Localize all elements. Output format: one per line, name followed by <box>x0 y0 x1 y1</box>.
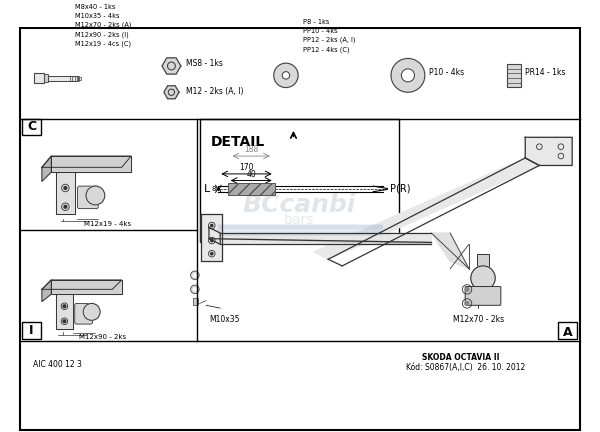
Text: 188: 188 <box>244 145 259 154</box>
Text: P(R): P(R) <box>390 184 410 194</box>
Polygon shape <box>56 294 73 329</box>
Circle shape <box>401 69 415 82</box>
Text: 40: 40 <box>247 170 256 178</box>
Circle shape <box>64 205 67 208</box>
Text: P8 - 1ks
PP10 - 4ks
PP12 - 2ks (A, I)
PP12 - 4ks (C): P8 - 1ks PP10 - 4ks PP12 - 2ks (A, I) PP… <box>303 19 355 53</box>
Circle shape <box>193 288 196 291</box>
Text: DETAIL: DETAIL <box>211 135 265 149</box>
Bar <box>218 225 383 236</box>
Circle shape <box>471 266 495 290</box>
Text: AIC 400 12 3: AIC 400 12 3 <box>32 360 82 369</box>
Text: I: I <box>29 324 34 337</box>
Bar <box>200 118 400 242</box>
Polygon shape <box>164 86 179 99</box>
Text: P10 - 4ks: P10 - 4ks <box>428 68 464 77</box>
Bar <box>22 118 41 135</box>
Circle shape <box>211 224 213 227</box>
Text: A: A <box>563 326 572 339</box>
Text: C: C <box>27 121 36 133</box>
Polygon shape <box>42 156 131 167</box>
Text: MS8 - 1ks: MS8 - 1ks <box>185 60 223 68</box>
Circle shape <box>191 285 199 294</box>
Circle shape <box>86 186 105 205</box>
FancyBboxPatch shape <box>193 298 198 305</box>
Polygon shape <box>42 280 122 289</box>
Circle shape <box>211 253 213 255</box>
FancyBboxPatch shape <box>465 286 501 305</box>
Text: M12x90 - 2ks: M12x90 - 2ks <box>79 334 127 340</box>
FancyBboxPatch shape <box>508 64 521 87</box>
Polygon shape <box>51 280 122 294</box>
Text: 8: 8 <box>211 186 215 192</box>
Circle shape <box>63 305 66 308</box>
Circle shape <box>391 58 425 92</box>
Text: M10x35: M10x35 <box>209 314 240 324</box>
Text: M12x19 - 4ks: M12x19 - 4ks <box>84 221 131 227</box>
FancyBboxPatch shape <box>77 186 98 209</box>
Polygon shape <box>202 214 222 261</box>
Circle shape <box>191 271 199 280</box>
Text: M8x40 - 1ks
M10x35 - 4ks
M12x70 - 2ks (A)
M12x90 - 2ks (I)
M12x19 - 4cs (C): M8x40 - 1ks M10x35 - 4ks M12x70 - 2ks (A… <box>75 4 131 47</box>
Bar <box>22 322 41 339</box>
Polygon shape <box>431 233 469 269</box>
Polygon shape <box>525 137 572 165</box>
Bar <box>218 224 383 229</box>
Text: bars: bars <box>284 213 314 227</box>
Polygon shape <box>162 58 181 74</box>
Circle shape <box>211 239 213 241</box>
Polygon shape <box>209 227 220 245</box>
Bar <box>558 322 577 339</box>
Polygon shape <box>314 158 539 259</box>
Polygon shape <box>51 156 131 172</box>
Text: SKODA OCTAVIA II: SKODA OCTAVIA II <box>422 353 500 362</box>
FancyBboxPatch shape <box>44 74 47 82</box>
Circle shape <box>282 72 290 79</box>
Polygon shape <box>209 238 431 245</box>
Text: L: L <box>204 184 211 194</box>
Circle shape <box>274 63 298 88</box>
Polygon shape <box>220 233 431 245</box>
Text: Kód: S0867(A,I,C)  26. 10. 2012: Kód: S0867(A,I,C) 26. 10. 2012 <box>406 362 526 372</box>
Circle shape <box>63 320 66 323</box>
Circle shape <box>465 302 469 305</box>
Text: M12x70 - 2ks: M12x70 - 2ks <box>453 314 504 324</box>
FancyBboxPatch shape <box>34 73 44 83</box>
Text: M12 - 2ks (A, I): M12 - 2ks (A, I) <box>185 87 243 95</box>
Polygon shape <box>42 156 51 181</box>
Circle shape <box>193 274 196 276</box>
Circle shape <box>64 187 67 189</box>
Text: PR14 - 1ks: PR14 - 1ks <box>525 68 566 77</box>
FancyBboxPatch shape <box>478 254 488 273</box>
Text: 170: 170 <box>239 163 254 172</box>
Polygon shape <box>42 280 51 302</box>
FancyBboxPatch shape <box>77 77 82 79</box>
Circle shape <box>83 303 100 320</box>
Text: BCcanbi: BCcanbi <box>242 193 356 217</box>
Bar <box>228 183 275 194</box>
FancyBboxPatch shape <box>47 76 77 80</box>
Circle shape <box>465 287 469 291</box>
FancyBboxPatch shape <box>75 303 92 324</box>
Polygon shape <box>56 172 75 214</box>
